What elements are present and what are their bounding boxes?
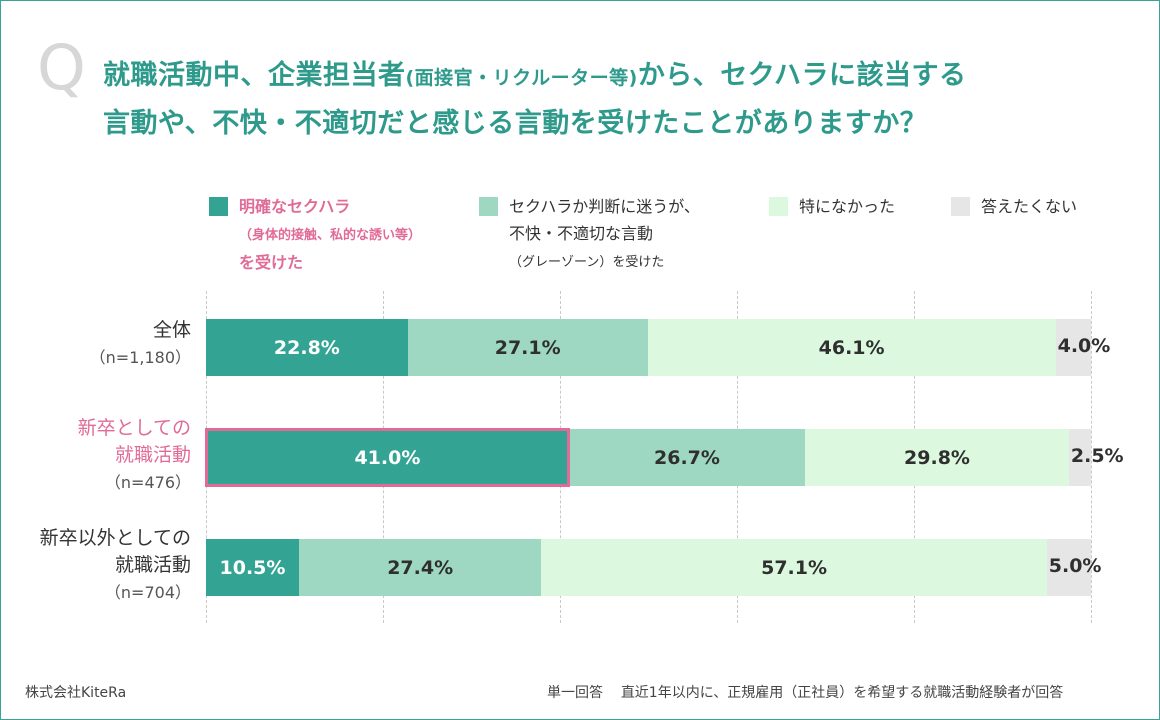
legend-line: （グレーゾーン）を受けた xyxy=(509,255,665,270)
data-label: 41.0% xyxy=(354,446,421,469)
legend-line: 明確なセクハラ xyxy=(239,197,351,216)
data-label: 10.5% xyxy=(219,556,286,579)
data-label: 46.1% xyxy=(818,336,885,359)
legend-line: セクハラか判断に迷うが、 xyxy=(509,197,700,216)
footer-answer-type: 単一回答 xyxy=(547,685,603,701)
legend-swatch xyxy=(769,197,788,216)
data-label: 27.1% xyxy=(494,336,561,359)
data-label: 26.7% xyxy=(654,446,720,469)
bar-segment: 2.5% xyxy=(1068,429,1124,486)
bar-segment: 10.5% xyxy=(206,539,299,596)
data-label: 2.5% xyxy=(1070,445,1124,467)
bar-segment: 4.0% xyxy=(1055,319,1110,376)
sample-size: （n=1,180） xyxy=(89,348,191,367)
category-label-line: 就職活動 xyxy=(114,444,191,466)
bar-segment: 41.0% xyxy=(206,429,569,486)
title-part3: から、セクハラに該当する xyxy=(637,60,967,91)
legend-swatch xyxy=(209,197,228,216)
legend-line: （身体的接触、私的な誘い等） xyxy=(239,228,422,243)
title-part1: 就職活動中、企業担当者 xyxy=(103,60,406,91)
sample-size: （n=476） xyxy=(104,473,191,492)
footer-company: 株式会社KiteRa xyxy=(25,685,127,701)
footer-respondents: 直近1年以内に、正規雇用（正社員）を希望する就職活動経験者が回答 xyxy=(620,685,1064,701)
legend-label: セクハラか判断に迷うが、 不快・不適切な言動 （グレーゾーン）を受けた xyxy=(509,193,700,276)
bar-segment: 22.8% xyxy=(206,319,408,376)
legend-swatch xyxy=(479,197,498,216)
gridline xyxy=(1091,291,1092,623)
category-label-line: 新卒としての xyxy=(77,417,191,439)
bar-segment: 5.0% xyxy=(1046,539,1101,596)
bar-segment: 26.7% xyxy=(568,429,806,486)
data-label: 5.0% xyxy=(1048,555,1102,577)
bar-segment: 46.1% xyxy=(647,319,1056,376)
legend-line: 不快・不適切な言動 xyxy=(509,224,654,243)
title-part2: (面接官・リクルーター等) xyxy=(405,67,638,89)
legend-swatch xyxy=(951,197,970,216)
bar-row: 41.0% 26.7% 29.8% 2.5% xyxy=(206,429,1124,486)
title-line2: 言動や、不快・不適切だと感じる言動を受けたことがありますか？ xyxy=(103,108,928,139)
category-label: 新卒以外としての就職活動 （n=704） xyxy=(1,525,191,606)
footer-note: 単一回答 直近1年以内に、正規雇用（正社員）を希望する就職活動経験者が回答 xyxy=(547,682,1063,702)
bar-segment: 57.1% xyxy=(541,539,1047,596)
question-mark-q: Q xyxy=(37,31,86,104)
data-label: 22.8% xyxy=(273,336,340,359)
category-label-line: 新卒以外としての xyxy=(39,527,191,549)
highlight-outline xyxy=(205,428,570,487)
bar-segment: 27.4% xyxy=(298,539,542,596)
bar-segment: 27.1% xyxy=(407,319,648,376)
legend-label: 答えたくない xyxy=(981,197,1078,216)
legend-label: 明確なセクハラ （身体的接触、私的な誘い等） を受けた xyxy=(239,193,421,276)
category-label: 新卒としての就職活動 （n=476） xyxy=(1,415,191,496)
data-label: 29.8% xyxy=(904,446,970,469)
bar-segment: 29.8% xyxy=(805,429,1069,486)
bar-row: 10.5% 27.4% 57.1% 5.0% xyxy=(206,539,1101,596)
category-label: 全体 （n=1,180） xyxy=(1,317,191,371)
legend-line: を受けた xyxy=(239,253,304,272)
chart-title: 就職活動中、企業担当者(面接官・リクルーター等)から、セクハラに該当する 言動や… xyxy=(103,53,1143,146)
legend-label: 特になかった xyxy=(799,197,896,216)
sample-size: （n=704） xyxy=(104,583,191,602)
category-label-line: 就職活動 xyxy=(114,554,191,576)
data-label: 4.0% xyxy=(1057,335,1111,357)
data-label: 27.4% xyxy=(387,556,454,579)
category-label-line: 全体 xyxy=(152,319,191,341)
bar-row: 22.8% 27.1% 46.1% 4.0% xyxy=(206,319,1110,376)
data-label: 57.1% xyxy=(761,556,828,579)
